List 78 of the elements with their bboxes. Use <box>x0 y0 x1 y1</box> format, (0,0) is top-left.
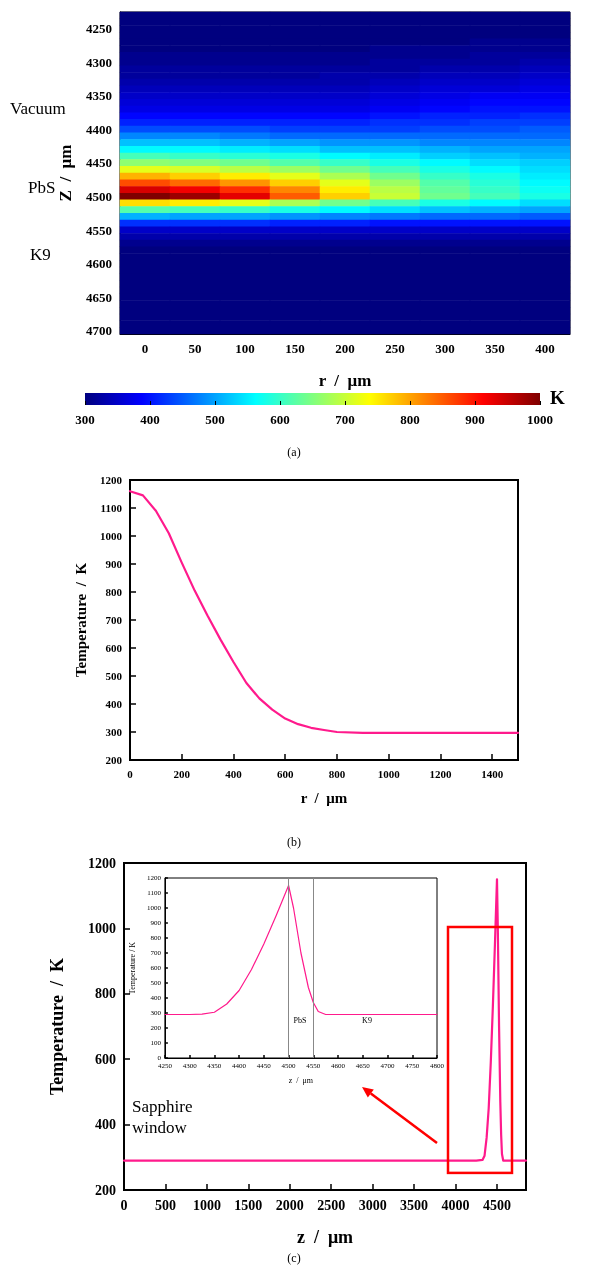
y-tick-label: 1100 <box>100 502 123 514</box>
x-tick-label: 300 <box>435 341 455 356</box>
y-tick-label: 4400 <box>86 121 112 137</box>
x-tick-label: 1000 <box>192 1197 221 1213</box>
y-axis-title: Z / μm <box>56 144 75 202</box>
color-bar-title: K <box>550 387 565 408</box>
y-tick-label: 800 <box>105 586 123 598</box>
y-tick-label: 400 <box>95 1117 116 1133</box>
x-tick-label: 800 <box>328 767 346 780</box>
line-series <box>122 878 528 1162</box>
text: (b) <box>287 835 301 849</box>
color-bar-label: 700 <box>335 412 355 427</box>
line-series <box>128 490 520 734</box>
y-axis-title: Temperature / K <box>127 941 137 995</box>
x-axis-title: r / μm <box>300 789 348 806</box>
color-bar-label: 600 <box>270 412 290 427</box>
color-bar-label: 1000 <box>527 412 553 427</box>
x-tick-label: 600 <box>276 767 294 780</box>
y-tick-label: 4300 <box>86 54 112 70</box>
y-tick-label: 900 <box>105 558 123 570</box>
annotation: Sapphire window <box>132 1097 197 1137</box>
x-tick-label: 350 <box>485 341 505 356</box>
y-tick-label: 4500 <box>86 188 112 204</box>
text: Vacuum <box>10 98 66 118</box>
x-axis-title: z / μm <box>296 1227 354 1247</box>
y-tick-label: 4550 <box>86 222 112 238</box>
x-tick-label: 1500 <box>234 1197 263 1213</box>
x-tick-label: 4000 <box>441 1197 470 1213</box>
x-tick-label: 150 <box>285 341 305 356</box>
y-tick-label: 4650 <box>86 289 112 305</box>
x-tick-label: 50 <box>188 341 202 356</box>
x-tick-label: 1200 <box>429 767 452 780</box>
x-tick-label: 100 <box>235 341 255 356</box>
y-tick-label: 4250 <box>86 21 112 37</box>
x-axis-title: z / μm <box>288 1075 314 1085</box>
x-tick-label: 1400 <box>481 767 504 780</box>
y-tick-label: 300 <box>105 726 123 738</box>
x-tick-label: 1000 <box>377 767 401 780</box>
x-tick-label: 2500 <box>317 1197 346 1213</box>
x-tick-label: 400 <box>535 341 555 356</box>
y-tick-label: 4700 <box>86 323 112 339</box>
y-tick-label: 700 <box>105 614 123 626</box>
y-axis-title: Temperature / K <box>47 958 67 1095</box>
y-tick-label: 200 <box>105 754 123 766</box>
x-tick-label: 4500 <box>482 1197 511 1213</box>
y-tick-label: 1000 <box>88 920 116 936</box>
x-tick-label: 3500 <box>400 1197 429 1213</box>
y-tick-label: 500 <box>105 670 123 682</box>
x-axis-title: r / μm <box>318 371 372 390</box>
y-tick-label: 200 <box>95 1182 116 1198</box>
text: (c) <box>287 1251 301 1265</box>
text: K9 <box>30 244 51 264</box>
y-tick-label: 4350 <box>86 88 112 104</box>
x-tick-label: 200 <box>173 767 191 780</box>
y-tick-label: 400 <box>105 698 123 710</box>
y-tick-label: 4450 <box>86 155 112 171</box>
y-tick-label: 1200 <box>100 474 123 486</box>
x-tick-label: 0 <box>127 767 134 780</box>
x-tick-label: 200 <box>335 341 355 356</box>
y-tick-label: 800 <box>95 986 116 1002</box>
color-bar-label: 800 <box>400 412 420 427</box>
color-bar-label: 900 <box>465 412 485 427</box>
y-axis-title: Temperature / K <box>72 562 89 678</box>
y-tick-label: 1000 <box>100 530 123 542</box>
color-bar-label: 300 <box>75 412 95 427</box>
x-tick-label: 2000 <box>275 1197 304 1213</box>
annotation: PbS <box>293 1015 307 1025</box>
line-series <box>164 884 438 1016</box>
y-tick-label: 600 <box>105 642 123 654</box>
text: (a) <box>287 445 301 459</box>
text: PbS <box>28 177 56 197</box>
x-tick-label: 3000 <box>358 1197 387 1213</box>
color-bar-label: 500 <box>205 412 225 427</box>
annotation: K9 <box>362 1015 372 1025</box>
x-tick-label: 250 <box>385 341 405 356</box>
y-tick-label: 4600 <box>86 256 112 272</box>
y-tick-label: 1200 <box>88 855 116 871</box>
x-tick-label: 400 <box>225 767 243 780</box>
